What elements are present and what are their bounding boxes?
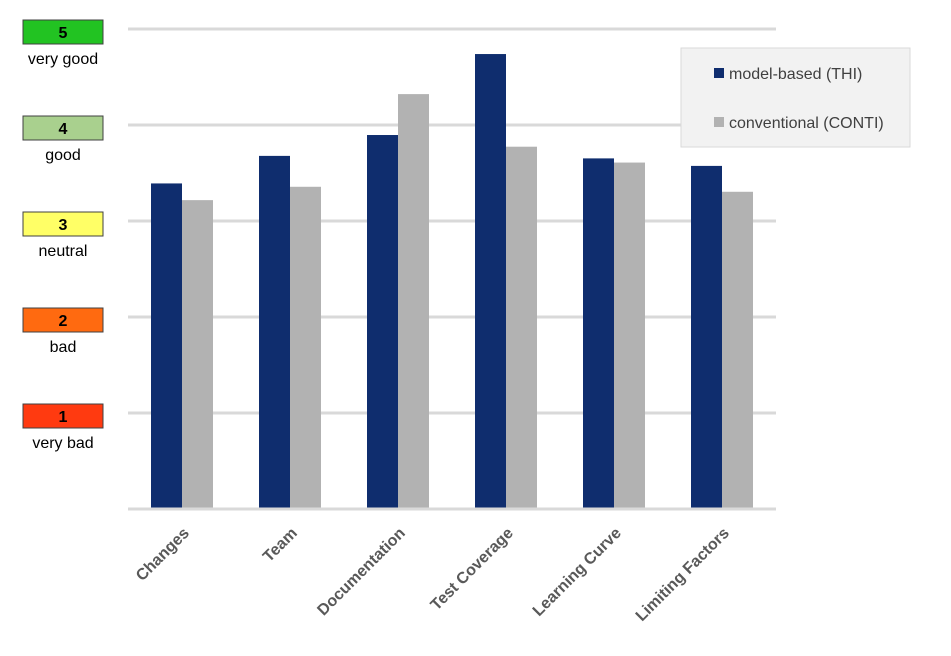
scale-label: bad (50, 339, 77, 356)
bar-model-based (475, 54, 506, 509)
scale-label: very good (28, 51, 98, 68)
bar-conventional (398, 94, 429, 510)
bar-conventional (182, 200, 213, 509)
legend: model-based (THI) conventional (CONTI) (680, 47, 911, 148)
scale-label: good (45, 147, 81, 164)
bar-model-based (151, 183, 182, 509)
scale-box (22, 19, 104, 45)
bar-conventional (290, 186, 321, 509)
legend-label: conventional (CONTI) (729, 115, 884, 132)
bar-model-based (583, 158, 614, 510)
x-tick-label: Documentation (314, 525, 408, 619)
scale-value: 3 (59, 217, 68, 234)
bar-conventional (614, 162, 645, 509)
legend-swatch (714, 117, 724, 127)
rating-scale: 5 very good 4 good 3 neutral 2 bad 1 very bad (22, 19, 104, 452)
scale-value: 2 (59, 313, 68, 330)
x-tick-label: Limiting Factors (633, 525, 733, 625)
scale-box (22, 307, 104, 333)
scale-box (22, 211, 104, 237)
legend-swatch (714, 68, 724, 78)
bar-conventional (506, 146, 537, 509)
scale-label: neutral (39, 243, 88, 260)
gridlines (128, 27, 776, 511)
scale-label: very bad (32, 435, 93, 452)
bar-model-based (259, 155, 290, 509)
bars (128, 54, 776, 511)
legend-box (680, 47, 911, 148)
category-labels: Changes Team Documentation Test Coverage Lea… (133, 525, 733, 625)
scale-value: 4 (59, 121, 68, 138)
x-tick-label: Test Coverage (428, 525, 517, 614)
scale-box (22, 115, 104, 141)
legend-label: model-based (THI) (729, 66, 862, 83)
scale-box (22, 403, 104, 429)
bar-conventional (722, 191, 753, 510)
scale-value: 5 (59, 25, 68, 42)
x-tick-label: Changes (133, 525, 193, 585)
x-tick-label: Team (260, 525, 301, 566)
bar-model-based (367, 135, 398, 509)
scale-value: 1 (59, 409, 68, 426)
bar-model-based (691, 165, 722, 509)
x-tick-label: Learning Curve (530, 525, 625, 620)
